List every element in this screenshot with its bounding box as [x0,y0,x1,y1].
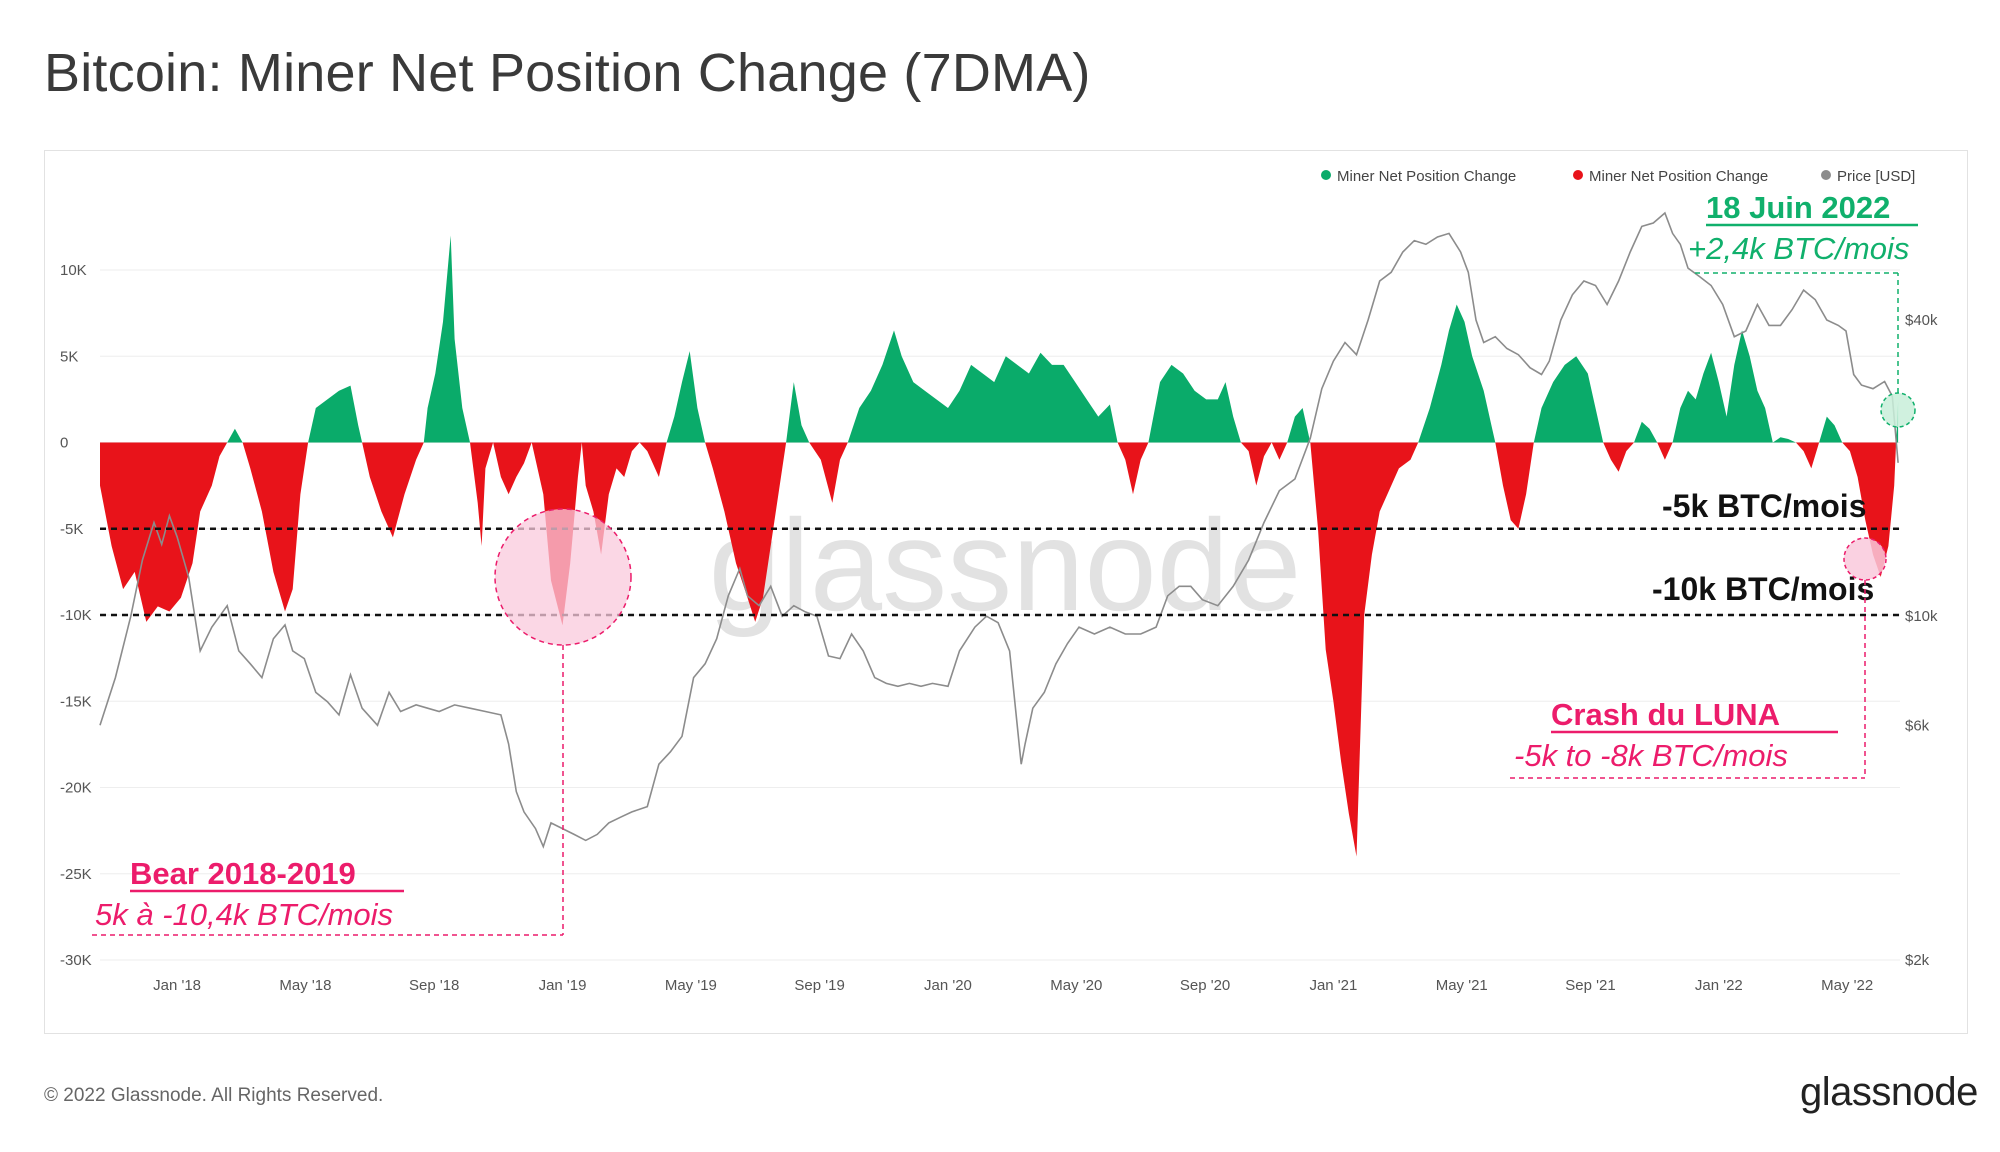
y-right-tick-label: $2k [1905,952,1930,969]
y-left-tick-label: 0 [60,435,68,452]
bear-annotation-title: Bear 2018-2019 [130,856,356,891]
x-tick-label: Jan '20 [924,977,972,994]
legend-label-negative: Miner Net Position Change [1589,168,1768,185]
legend-label-positive: Miner Net Position Change [1337,168,1516,185]
legend-marker-price [1821,170,1831,180]
positive-area-series [100,235,1899,443]
luna-highlight-circle [1843,537,1887,581]
x-axis-ticks: Jan '18 May '18 Sep '18 Jan '19 May '19 Sep '… [153,977,1873,994]
y-left-tick-label: -5K [60,521,83,538]
june-annotation-title: 18 Juin 2022 [1706,190,1890,225]
x-tick-label: Jan '22 [1695,977,1743,994]
x-tick-label: May '18 [279,977,331,994]
gridlines [100,269,1900,961]
x-tick-label: Jan '21 [1309,977,1357,994]
footer-brand-logo: glassnode [1800,1070,1978,1114]
y-left-tick-label: -25K [60,866,92,883]
luna-annotation-subtitle: -5k to -8k BTC/mois [1514,738,1788,773]
y-left-tick-label: 10K [60,262,87,279]
bear-highlight-circle [494,508,632,646]
watermark: glassnode [709,492,1302,638]
y-left-tick-label: -10K [60,607,92,624]
june-highlight-circle [1880,392,1916,428]
bear-annotation-subtitle: 5k à -10,4k BTC/mois [95,897,393,932]
y-left-tick-label: -20K [60,780,92,797]
y-right-tick-label: $10k [1905,608,1938,625]
legend-marker-negative [1573,170,1583,180]
y-axis-right-ticks: $40k $10k $6k $2k [1905,312,1938,969]
reference-label-minus-5k: -5k BTC/mois [1662,488,1866,524]
y-left-tick-label: -30K [60,952,92,969]
x-tick-label: Sep '21 [1565,977,1615,994]
legend: Miner Net Position Change Miner Net Posi… [1321,168,1915,185]
y-axis-left-ticks: 10K 5K 0 -5K -10K -15K -20K -25K -30K [60,262,92,969]
x-tick-label: Sep '19 [794,977,844,994]
x-tick-label: May '22 [1821,977,1873,994]
x-tick-label: Jan '19 [539,977,587,994]
reference-label-minus-10k: -10k BTC/mois [1652,571,1874,607]
legend-marker-positive [1321,170,1331,180]
x-tick-label: May '20 [1050,977,1102,994]
price-line-series [99,211,1899,849]
y-left-tick-label: -15K [60,693,92,710]
june-annotation-subtitle: +2,4k BTC/mois [1688,231,1909,266]
y-right-tick-label: $6k [1905,717,1930,734]
x-tick-label: May '19 [665,977,717,994]
y-right-tick-label: $40k [1905,312,1938,329]
y-left-tick-label: 5K [60,348,78,365]
x-tick-label: Sep '20 [1180,977,1230,994]
legend-label-price: Price [USD] [1837,168,1915,185]
chart-title: Bitcoin: Miner Net Position Change (7DMA… [44,43,1091,103]
luna-annotation-title: Crash du LUNA [1551,697,1780,732]
chart-frame [44,150,1968,1034]
x-tick-label: Jan '18 [153,977,201,994]
x-tick-label: Sep '18 [409,977,459,994]
footer-copyright: © 2022 Glassnode. All Rights Reserved. [44,1085,384,1106]
x-tick-label: May '21 [1436,977,1488,994]
